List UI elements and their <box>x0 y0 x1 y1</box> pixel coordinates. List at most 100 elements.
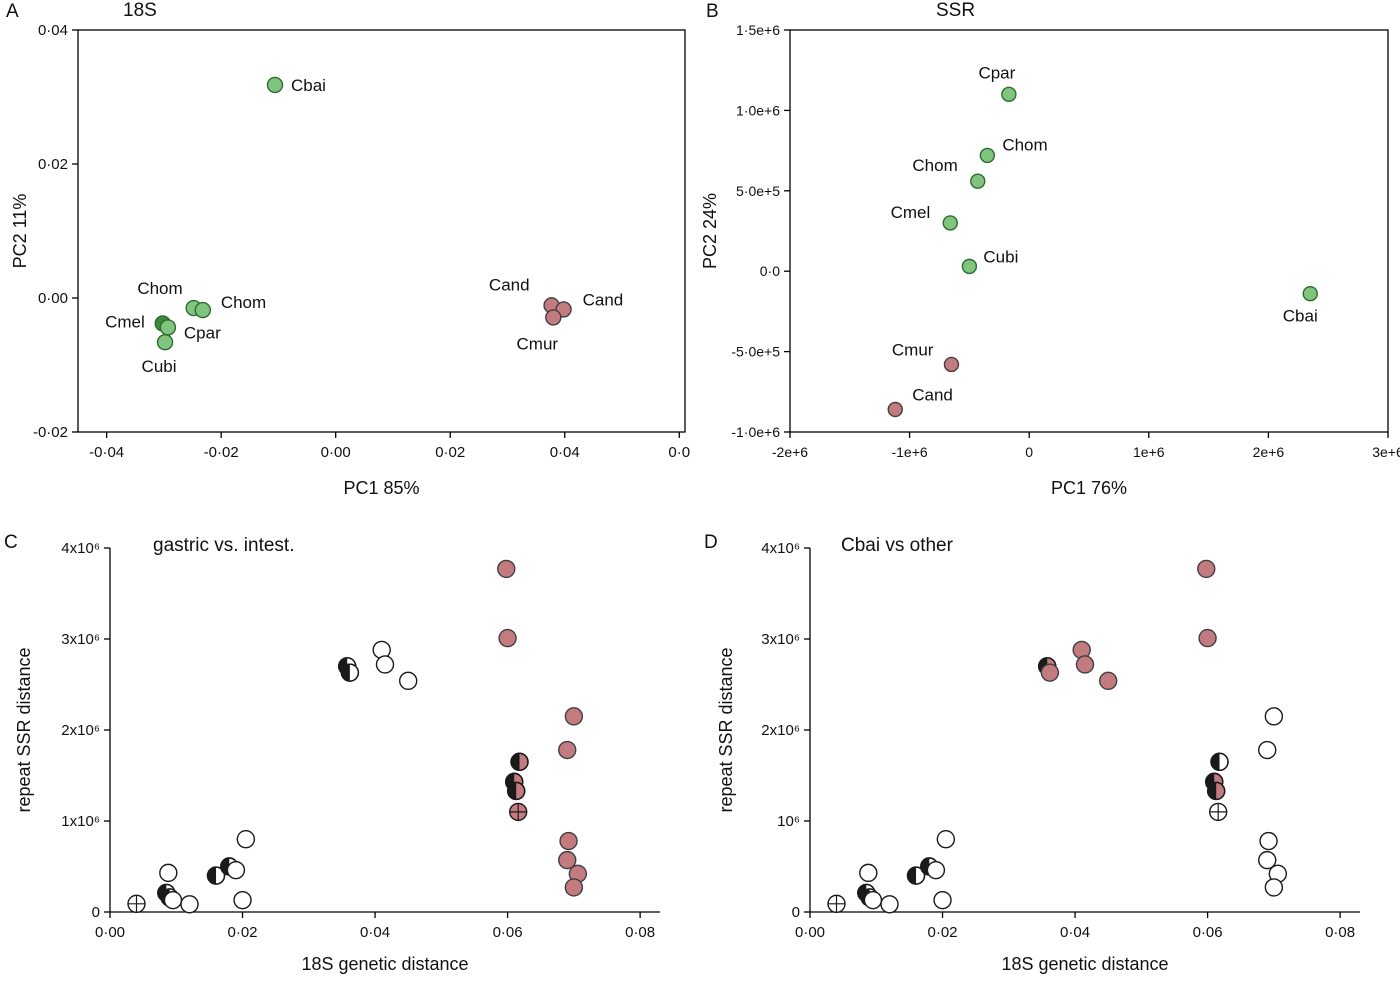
data-point-halfred <box>507 781 526 801</box>
data-point-open <box>398 671 418 691</box>
point-label: Cand <box>489 275 530 294</box>
data-point-half <box>206 866 226 885</box>
panel-title-a: 18S <box>123 0 157 21</box>
y-tick-label: 1x10⁶ <box>61 813 100 830</box>
marker-ring <box>206 866 226 885</box>
y-tick-label: 4x10⁶ <box>761 540 800 557</box>
x-axis-label: PC1 76% <box>1051 478 1127 498</box>
marker-circle <box>970 173 986 189</box>
data-point-open <box>1259 831 1278 851</box>
y-tick-label: 0·0 <box>760 263 780 279</box>
y-tick-label: -0·02 <box>33 424 68 441</box>
y-tick-label: 3x10⁶ <box>761 631 800 648</box>
data-point-red <box>1040 663 1060 682</box>
y-tick-label: 1·0e+6 <box>736 102 780 118</box>
y-axis-label: repeat SSR distance <box>716 647 736 812</box>
panel-d-cbai-vs-other-chart: 0·00 0·02 0·04 0·06 0·08 0 10⁶ 2x10⁶ 3x10⁶ 4x10⁶ 1… <box>716 540 1360 974</box>
point-label: Cbai <box>1283 307 1318 326</box>
marker-circle <box>564 878 584 897</box>
data-point-green <box>961 258 978 275</box>
panel-letter-c: C <box>4 532 18 553</box>
x-tick-label: 0·00 <box>321 444 351 461</box>
data-point-open <box>936 830 956 849</box>
data-point-green <box>970 173 986 189</box>
marker-circle <box>159 319 177 336</box>
panel-letter-b: B <box>706 1 719 22</box>
x-tick-label: 1e+6 <box>1133 444 1165 460</box>
marker-circle <box>266 76 284 94</box>
marker-circle <box>1001 86 1017 103</box>
panel-b-ssr-pca-chart: -2e+6 -1e+6 0 1e+6 2e+6 3e+6 -1·0e+6 -5·0e+5 0·0… <box>700 22 1400 498</box>
panel-c-gastric-vs-intest-chart: 0·00 0·02 0·04 0·06 0·08 0 1x10⁶ 2x10⁶ 3x10⁶ 4x10… <box>14 540 660 974</box>
marker-circle <box>1258 850 1277 870</box>
marker-circle <box>180 895 199 914</box>
data-point-green <box>1302 286 1318 302</box>
data-point-open <box>236 830 256 849</box>
point-label: Chom <box>912 156 957 175</box>
y-tick-label: 4x10⁶ <box>61 540 100 557</box>
marker-circle <box>558 850 577 870</box>
y-axis-label: PC2 11% <box>10 194 30 269</box>
plot-frame <box>789 29 1389 433</box>
marker-half-fill <box>207 867 217 885</box>
marker-circle <box>1075 655 1095 674</box>
x-axis-label: 18S genetic distance <box>301 954 468 974</box>
marker-circle <box>961 258 978 275</box>
marker-circle <box>933 890 952 910</box>
marker-circle <box>887 401 903 418</box>
y-axis-label: PC2 24% <box>700 193 720 269</box>
y-tick-label: 0·00 <box>38 290 68 307</box>
data-point-open <box>163 890 183 910</box>
marker-circle <box>236 830 256 849</box>
marker-ring <box>1210 752 1229 772</box>
data-point-open <box>226 860 246 880</box>
data-point-opencross <box>1208 802 1228 822</box>
data-point-red <box>887 401 903 418</box>
data-point-green <box>159 319 177 336</box>
marker-circle <box>559 831 578 851</box>
data-point-red <box>498 628 517 648</box>
y-tick-label: -5·0e+5 <box>731 344 780 360</box>
y-tick-label: 0 <box>792 904 800 921</box>
data-point-redcross <box>508 802 528 822</box>
data-point-open <box>926 860 946 880</box>
marker-ring <box>507 781 526 801</box>
marker-circle <box>545 309 562 326</box>
marker-half-fill <box>1207 782 1217 800</box>
marker-circle <box>1197 559 1216 579</box>
x-tick-label: 0·04 <box>1060 924 1090 941</box>
marker-circle <box>375 655 395 674</box>
y-tick-label: 0·02 <box>38 156 68 173</box>
data-point-green <box>979 147 996 164</box>
data-point-open <box>1258 850 1277 870</box>
marker-half-fill <box>1211 753 1220 771</box>
data-point-open <box>159 863 178 883</box>
marker-circle <box>1264 707 1284 726</box>
marker-circle <box>233 890 252 910</box>
marker-ring <box>340 663 360 682</box>
data-point-red <box>1197 559 1216 579</box>
x-tick-label: 0·00 <box>95 924 125 941</box>
marker-circle <box>936 830 956 849</box>
data-point-open <box>859 863 878 883</box>
marker-circle <box>1302 286 1318 302</box>
data-point-half <box>1210 752 1229 772</box>
marker-circle <box>226 860 246 880</box>
data-point-green <box>942 215 958 231</box>
marker-circle <box>1098 671 1118 691</box>
x-tick-label: 0·06 <box>493 924 523 941</box>
marker-circle <box>1040 663 1060 682</box>
panel-letter-d: D <box>704 532 718 553</box>
x-tick-label: 0·02 <box>228 924 258 941</box>
marker-circle <box>194 301 212 319</box>
x-tick-label: 0 <box>1025 444 1033 460</box>
point-label: Chom <box>1002 135 1047 154</box>
marker-circle <box>1259 831 1278 851</box>
marker-half-fill <box>507 782 517 800</box>
x-tick-label: -1e+6 <box>891 444 927 460</box>
marker-ring <box>1207 781 1226 801</box>
x-tick-label: 0·04 <box>550 444 580 461</box>
panel-title-c: gastric vs. intest. <box>153 535 295 556</box>
marker-half-fill <box>511 753 520 771</box>
x-tick-label: 2e+6 <box>1253 444 1285 460</box>
